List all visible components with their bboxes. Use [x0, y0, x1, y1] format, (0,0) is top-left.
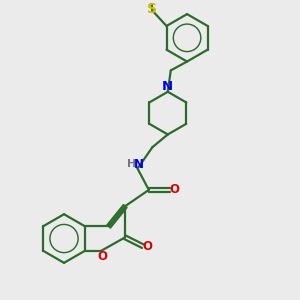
Text: H: H: [127, 159, 136, 169]
Text: O: O: [97, 250, 107, 263]
Text: N: N: [162, 80, 173, 93]
Text: O: O: [169, 183, 179, 196]
Text: O: O: [142, 240, 152, 253]
Text: N: N: [134, 158, 144, 171]
Text: S: S: [147, 2, 157, 16]
